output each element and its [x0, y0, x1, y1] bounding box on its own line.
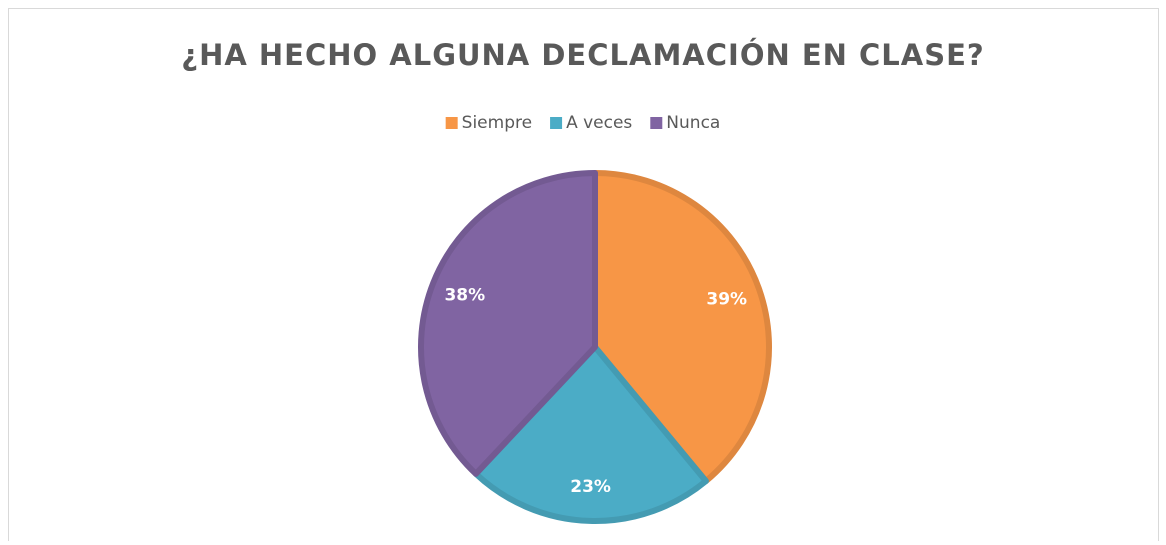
data-label: 38%	[444, 285, 485, 305]
data-label: 39%	[706, 290, 747, 310]
legend-label: Siempre	[462, 113, 532, 133]
legend-swatch	[445, 117, 458, 129]
chart-title: ¿HA HECHO ALGUNA DECLAMACIÓN EN CLASE?	[181, 38, 984, 72]
legend-label: Nunca	[666, 113, 720, 133]
data-label: 23%	[570, 477, 611, 497]
legend-label: A veces	[566, 113, 632, 133]
pie-slice	[592, 170, 772, 485]
pie-slice	[418, 170, 598, 477]
legend-swatch	[550, 117, 563, 129]
legend-swatch	[650, 117, 663, 129]
pie-slice	[472, 344, 709, 524]
